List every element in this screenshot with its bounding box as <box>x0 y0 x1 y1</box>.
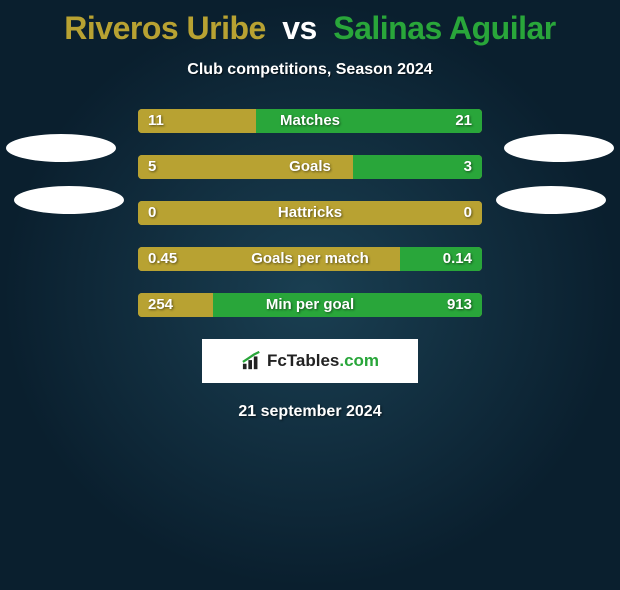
logo-suffix: .com <box>339 351 379 370</box>
date-label: 21 september 2024 <box>0 403 620 421</box>
logo-prefix: FcTables <box>267 351 339 370</box>
logo-box: FcTables.com <box>202 339 418 383</box>
player-a-avatar-shadow <box>14 186 124 214</box>
stat-label: Goals per match <box>138 247 482 271</box>
subtitle: Club competitions, Season 2024 <box>0 61 620 79</box>
stat-row: 00Hattricks <box>138 201 482 225</box>
player-a-name: Riveros Uribe <box>64 10 266 46</box>
stat-row: 53Goals <box>138 155 482 179</box>
stat-label: Hattricks <box>138 201 482 225</box>
stat-row: 1121Matches <box>138 109 482 133</box>
vs-separator: vs <box>282 10 317 46</box>
stat-row: 0.450.14Goals per match <box>138 247 482 271</box>
stat-label: Min per goal <box>138 293 482 317</box>
page-title: Riveros Uribe vs Salinas Aguilar <box>0 10 620 47</box>
comparison-bars: 1121Matches 53Goals 00Hattricks 0.450.14Goa… <box>138 109 482 317</box>
player-b-avatar <box>504 134 614 162</box>
stat-label: Goals <box>138 155 482 179</box>
logo-text: FcTables.com <box>267 351 379 371</box>
stat-row: 254913Min per goal <box>138 293 482 317</box>
logo-chart-icon <box>241 351 263 371</box>
stat-label: Matches <box>138 109 482 133</box>
player-b-avatar-shadow <box>496 186 606 214</box>
player-a-avatar <box>6 134 116 162</box>
player-b-name: Salinas Aguilar <box>333 10 556 46</box>
